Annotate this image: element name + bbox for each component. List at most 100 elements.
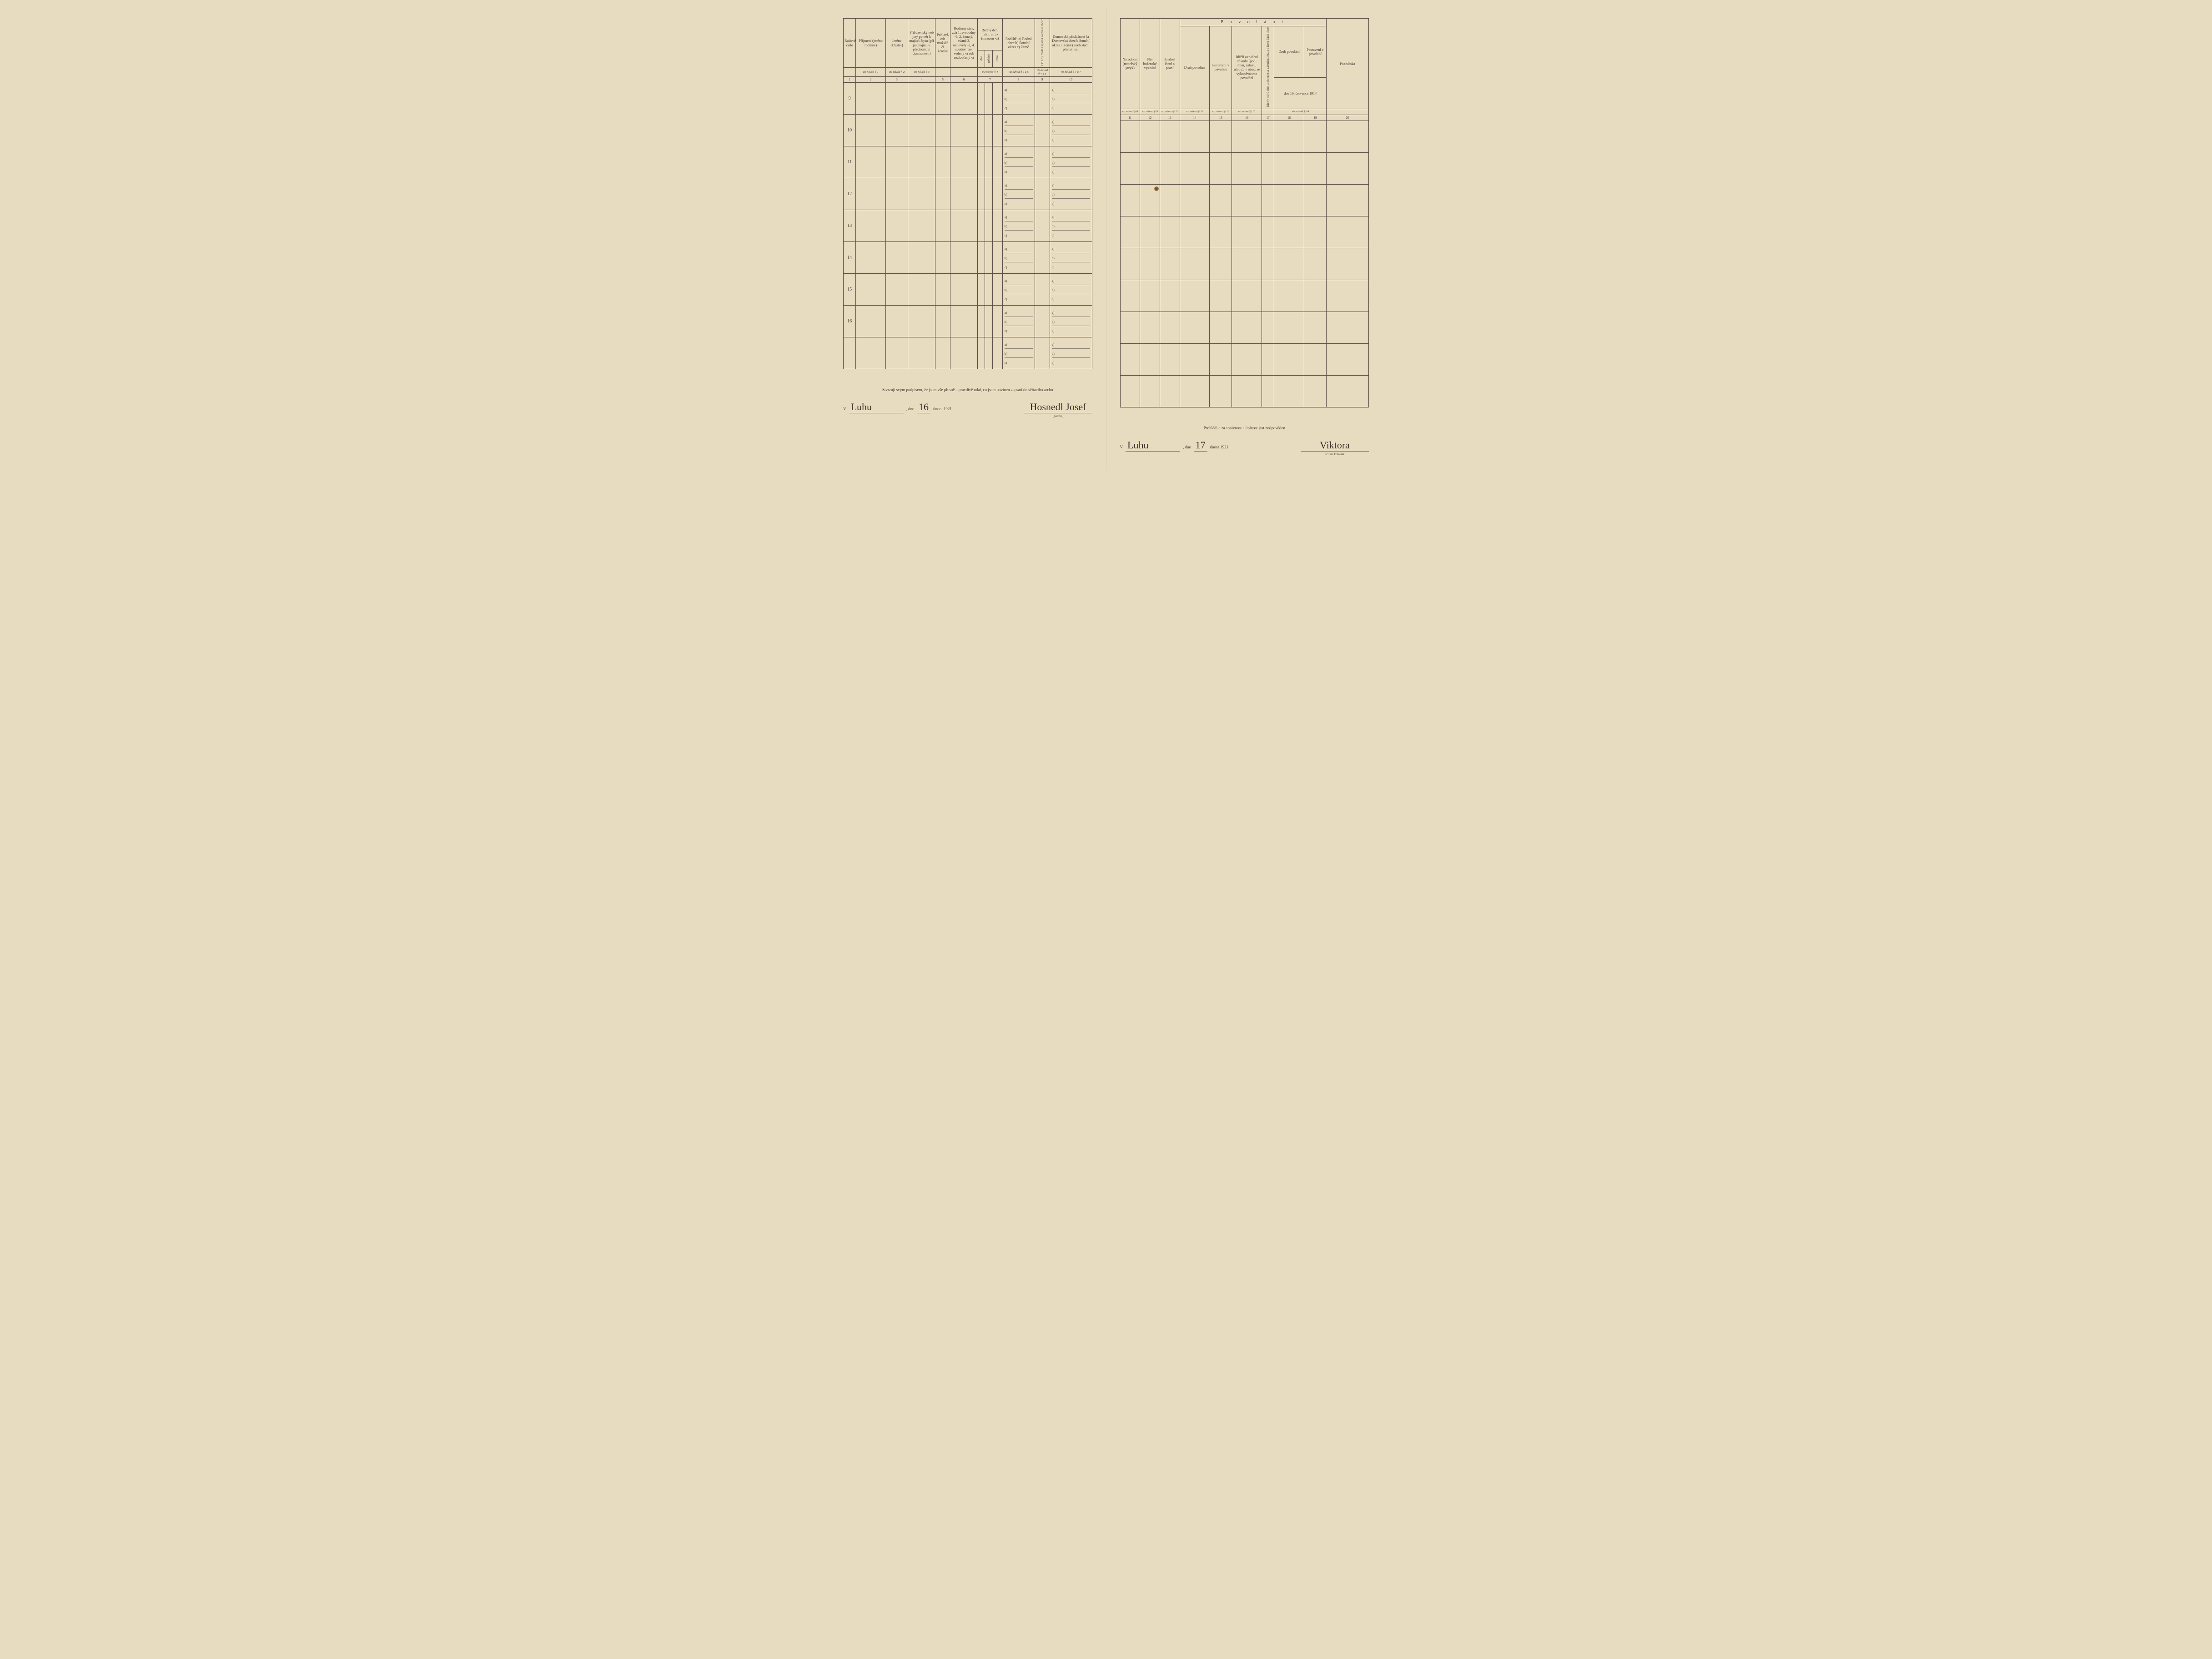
right-census-table: Národnost (mateřský jazyk) Ná- boženské … <box>1120 18 1369 407</box>
data-cell <box>1274 216 1304 248</box>
data-cell <box>1210 121 1232 152</box>
data-cell <box>950 242 977 274</box>
data-cell <box>1035 146 1050 178</box>
data-cell <box>1304 216 1326 248</box>
left-colnum-row: 1 2 3 4 5 6 7 8 9 10 <box>844 77 1092 83</box>
data-cell <box>1327 343 1369 375</box>
col-header-15: Postavení v povolání <box>1210 26 1232 109</box>
colnum-cell: 18 <box>1274 115 1304 121</box>
rust-stain-icon <box>1154 186 1159 191</box>
data-cell <box>992 115 1002 146</box>
document-spread: Řadové číslo Příjmení (jméno rodinné) Jm… <box>830 9 1382 470</box>
data-cell <box>1180 184 1210 216</box>
data-cell <box>1327 152 1369 184</box>
colnum-cell: 8 <box>1002 77 1035 83</box>
colnum-cell: 2 <box>856 77 886 83</box>
data-cell <box>992 306 1002 337</box>
col-header-9-text: Od kdy bydlí zapsaná osoba v obci? <box>1041 20 1044 65</box>
row-number-cell: 9 <box>844 83 856 115</box>
colnum-cell: 1 <box>844 77 856 83</box>
data-cell <box>1274 312 1304 343</box>
colnum-cell: 17 <box>1262 115 1274 121</box>
right-footer: Prohlédl a za správnost a úplnost jest z… <box>1120 426 1369 456</box>
table-row: 12a)b)c)a)b)c) <box>844 178 1092 210</box>
col-header-18: Druh povolání <box>1274 26 1304 78</box>
data-cell <box>908 115 935 146</box>
data-cell <box>992 146 1002 178</box>
data-cell <box>978 178 985 210</box>
data-cell <box>935 337 950 369</box>
ref-cell: viz návod § 9 <box>1140 109 1160 115</box>
data-cell <box>885 83 908 115</box>
data-cell <box>1262 152 1274 184</box>
table-row <box>1120 312 1369 343</box>
data-cell <box>1232 248 1262 280</box>
data-cell <box>1140 375 1160 407</box>
ref-cell: viz návod § 4 <box>978 68 1003 77</box>
birthplace-cell: a)b)c) <box>1002 274 1035 306</box>
data-cell <box>1210 184 1232 216</box>
data-cell <box>1304 312 1326 343</box>
data-cell <box>1120 248 1140 280</box>
data-cell <box>1304 375 1326 407</box>
data-cell <box>1120 184 1140 216</box>
data-cell <box>950 210 977 242</box>
data-cell <box>1035 274 1050 306</box>
domicile-cell: a)b)c) <box>1050 210 1092 242</box>
col-header-12: Ná- boženské vyznání <box>1140 19 1160 109</box>
data-cell <box>1035 306 1050 337</box>
data-cell <box>1160 280 1180 312</box>
col-header-5: Pohlaví, zda mužské či ženské <box>935 19 950 68</box>
data-cell <box>935 274 950 306</box>
data-cell <box>978 210 985 242</box>
data-cell <box>1140 248 1160 280</box>
table-row <box>1120 248 1369 280</box>
data-cell <box>992 274 1002 306</box>
data-cell <box>950 83 977 115</box>
birthplace-cell: a)b)c) <box>1002 337 1035 369</box>
footer-dne: , dne <box>1183 445 1191 449</box>
ref-cell: viz návod § 4 a 5 <box>1002 68 1035 77</box>
col-header-3: Jméno (křestní) <box>885 19 908 68</box>
table-row: 9a)b)c)a)b)c) <box>844 83 1092 115</box>
left-reference-row: viz návod § 1 viz návod § 2 viz návod § … <box>844 68 1092 77</box>
data-cell <box>1327 184 1369 216</box>
col-header-2: Příjmení (jméno rodinné) <box>856 19 886 68</box>
data-cell <box>1180 152 1210 184</box>
data-cell <box>950 306 977 337</box>
domicile-cell: a)b)c) <box>1050 242 1092 274</box>
data-cell <box>885 242 908 274</box>
col-header-4: Příbuzenský neb jiný poměr k majiteli by… <box>908 19 935 68</box>
ref-cell: viz návod § 10 <box>1160 109 1180 115</box>
footer-v: V <box>1120 445 1123 449</box>
col-header-13: Znalost čtení a psaní <box>1160 19 1180 109</box>
data-cell <box>1180 216 1210 248</box>
domicile-cell: a)b)c) <box>1050 306 1092 337</box>
domicile-cell: a)b)c) <box>1050 146 1092 178</box>
footer-v: V <box>843 407 846 411</box>
data-cell <box>1232 184 1262 216</box>
right-attestation: Prohlédl a za správnost a úplnost jest z… <box>1120 426 1369 430</box>
data-cell <box>935 178 950 210</box>
data-cell <box>1120 121 1140 152</box>
footer-month-year: února 1921. <box>1210 445 1230 449</box>
data-cell <box>978 115 985 146</box>
right-signature-line: V Luhu , dne 17 února 1921. Viktora sčít… <box>1120 439 1369 456</box>
data-cell <box>1035 178 1050 210</box>
data-cell <box>1035 83 1050 115</box>
ref-cell: viz návod § 14 <box>1274 109 1327 115</box>
data-cell <box>1210 248 1232 280</box>
colnum-cell: 20 <box>1327 115 1369 121</box>
table-row <box>1120 343 1369 375</box>
ref-cell: viz návod § 1 <box>856 68 886 77</box>
left-footer: Stvrzuji svým podpisem, že jsem vše přes… <box>843 387 1092 418</box>
data-cell <box>1262 216 1274 248</box>
data-cell <box>1120 312 1140 343</box>
data-cell <box>1210 216 1232 248</box>
right-reference-row: viz návod § 8 viz návod § 9 viz návod § … <box>1120 109 1369 115</box>
data-cell <box>856 146 886 178</box>
colnum-cell: 12 <box>1140 115 1160 121</box>
data-cell <box>985 306 992 337</box>
data-cell <box>885 210 908 242</box>
data-cell <box>1274 375 1304 407</box>
